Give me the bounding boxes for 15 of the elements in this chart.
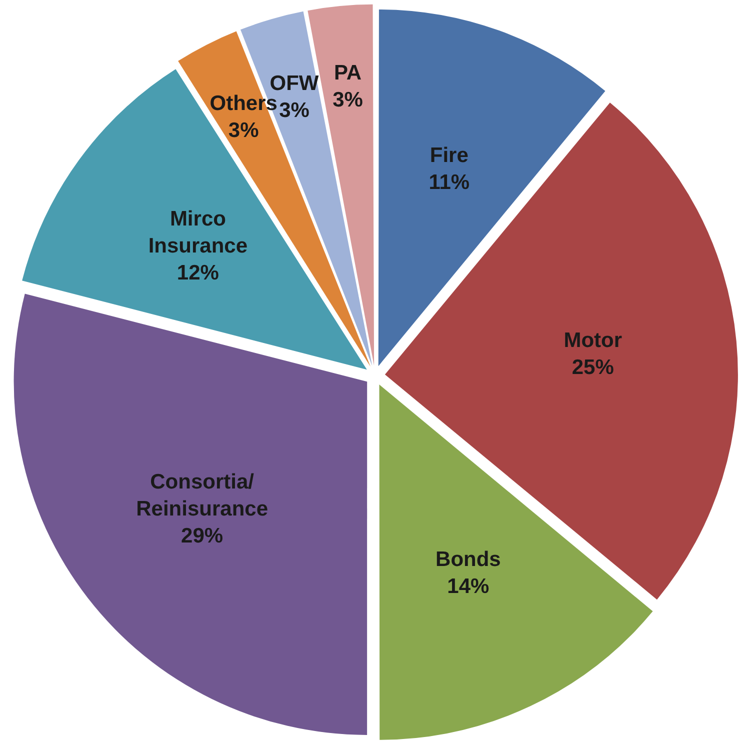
slice-label: OFW xyxy=(270,72,319,95)
slice-label: Mirco Insurance xyxy=(148,208,248,258)
data-label: 3% xyxy=(279,98,310,122)
data-label: 12% xyxy=(176,262,220,285)
slice-label: Motor xyxy=(564,329,622,352)
data-label: 25% xyxy=(572,356,614,380)
slice-label: Fire xyxy=(430,144,468,167)
data-label: 14% xyxy=(447,574,490,598)
slice-label: Consortia/ Reinisurance xyxy=(136,470,268,520)
slice-label: Bonds xyxy=(436,548,501,571)
data-label: 29% xyxy=(181,524,224,548)
slice-label: PA xyxy=(334,62,362,85)
data-label: 3% xyxy=(228,118,260,142)
data-label: 11% xyxy=(428,170,470,194)
data-label: 3% xyxy=(332,88,364,112)
